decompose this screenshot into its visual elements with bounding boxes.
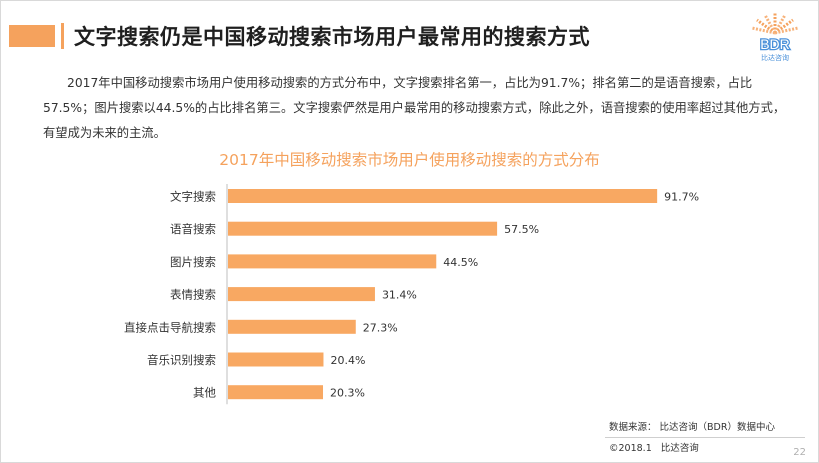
category-label: 表情搜索	[170, 288, 216, 302]
source-note: 数据来源： 比达咨询（BDR）数据中心	[609, 422, 775, 433]
value-label: 20.4%	[330, 354, 365, 367]
copyright-year: ©2018.1	[609, 443, 652, 454]
bar	[228, 385, 324, 400]
bar	[228, 287, 375, 302]
category-label: 图片搜索	[170, 255, 216, 269]
title-accent-divider	[61, 23, 64, 49]
bar	[228, 189, 658, 203]
category-label: 其他	[193, 386, 216, 400]
category-label: 音乐识别搜索	[147, 353, 216, 367]
logo-sunburst-icon	[751, 13, 799, 35]
logo-text: BDR	[760, 36, 790, 52]
category-label: 直接点击导航搜索	[124, 320, 216, 334]
bar	[228, 352, 324, 367]
title-accent-block	[9, 25, 55, 47]
value-label: 27.3%	[363, 321, 398, 334]
chart-title: 2017年中国移动搜索市场用户使用移动搜索的方式分布	[219, 151, 600, 169]
page-number: 22	[793, 447, 806, 458]
bar	[228, 254, 437, 269]
title-bar: 文字搜索仍是中国移动搜索市场用户最常用的搜索方式	[9, 21, 590, 51]
value-label: 57.5%	[504, 223, 539, 236]
logo-subtitle: 比达咨询	[761, 53, 789, 62]
page-title: 文字搜索仍是中国移动搜索市场用户最常用的搜索方式	[74, 25, 590, 49]
value-label: 20.3%	[330, 387, 365, 400]
value-label: 91.7%	[664, 191, 699, 204]
bar	[228, 221, 498, 236]
copyright-note: ©2018.1 比达咨询	[609, 440, 699, 454]
category-label: 语音搜索	[170, 222, 216, 236]
value-label: 31.4%	[382, 289, 417, 302]
footer-divider	[605, 437, 805, 438]
bar-chart: 文字搜索 91.7% 语音搜索 57.5% 图片搜索 44.5% 表情搜索 31.4% 直接点击…	[124, 184, 699, 405]
description-text: 2017年中国移动搜索市场用户使用移动搜索的方式分布中，文字搜索排名第一，占比为…	[43, 76, 786, 140]
bdr-logo: BDR 比达咨询	[751, 13, 799, 62]
value-label: 44.5%	[443, 256, 478, 269]
category-label: 文字搜索	[170, 190, 216, 204]
copyright-org: 比达咨询	[660, 443, 699, 454]
description-paragraph: 2017年中国移动搜索市场用户使用移动搜索的方式分布中，文字搜索排名第一，占比为…	[43, 71, 793, 146]
bar	[228, 319, 356, 334]
